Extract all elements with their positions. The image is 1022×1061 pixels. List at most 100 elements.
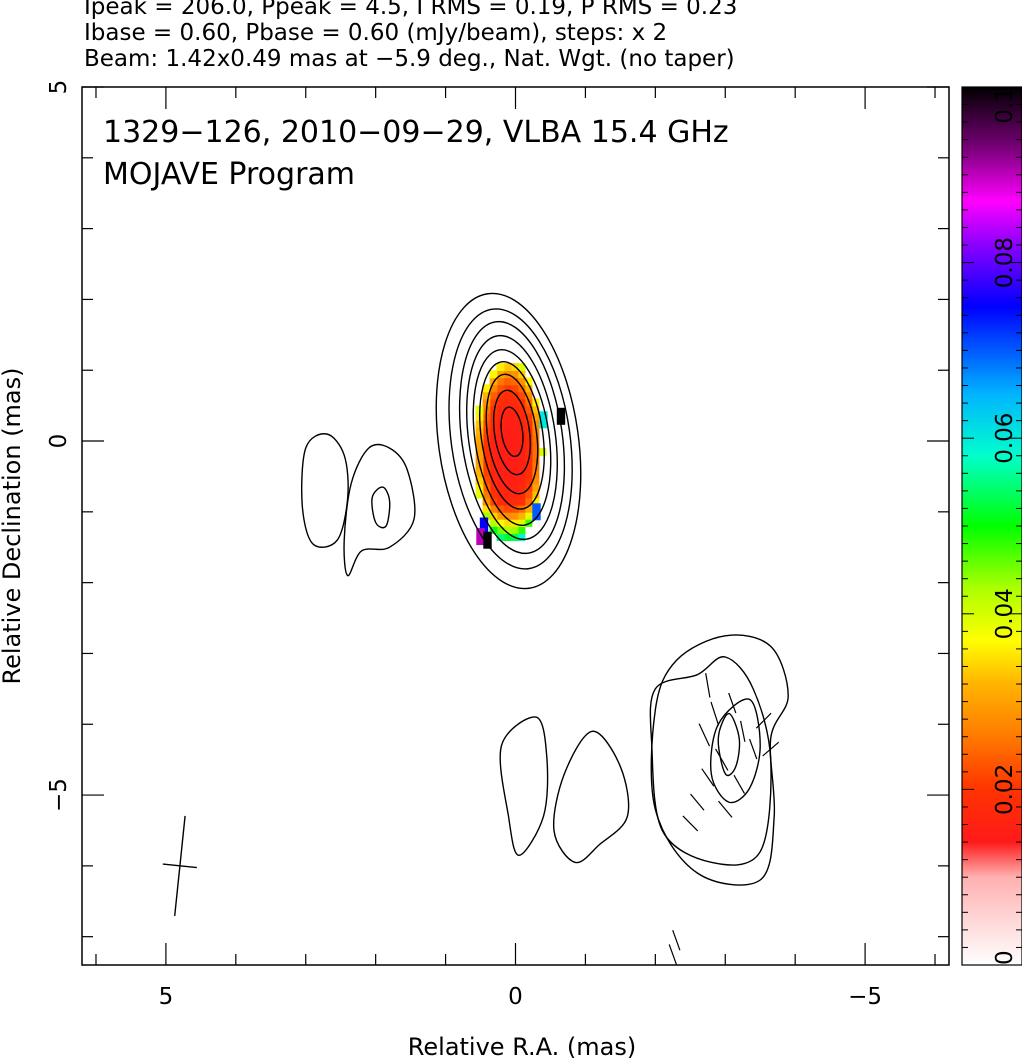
pol-pixel xyxy=(496,370,505,379)
plot-area xyxy=(162,292,789,965)
jet-contour xyxy=(552,730,630,864)
pol-pixel xyxy=(503,455,512,464)
pol-pixel xyxy=(503,434,512,442)
pol-pixel xyxy=(496,391,505,400)
pol-pixel xyxy=(524,412,533,421)
pol-pixel xyxy=(482,441,491,449)
pol-pixel xyxy=(503,391,512,400)
pol-pixel xyxy=(496,483,505,492)
colorbar-ticks: 0 0.02 0.04 0.06 0.08 0.1 xyxy=(962,86,1022,966)
pol-pixel xyxy=(482,462,491,471)
pol-pixel xyxy=(517,426,526,435)
pol-pixel xyxy=(503,426,512,435)
pol-pixel xyxy=(496,462,505,471)
core-contour xyxy=(500,406,524,458)
pol-pixel xyxy=(489,448,498,456)
pol-pixel xyxy=(531,476,540,485)
jet-contour xyxy=(649,656,772,866)
pol-pixel xyxy=(510,384,519,393)
pol-pixel xyxy=(510,434,519,442)
pol-pixel xyxy=(482,434,491,442)
evpa-vector xyxy=(682,815,699,832)
pol-pixel xyxy=(496,469,505,478)
pol-pixel xyxy=(482,511,491,520)
pol-pixel xyxy=(517,518,526,527)
pol-pixel xyxy=(524,518,533,527)
jet-contour xyxy=(710,698,761,804)
pol-pixel xyxy=(503,476,512,485)
pol-pixel xyxy=(489,504,498,513)
pol-pixel xyxy=(496,405,505,414)
pol-pixel xyxy=(510,426,519,435)
jet-contour xyxy=(301,433,349,548)
beam-marker xyxy=(162,815,197,916)
x-tick-label: −5 xyxy=(848,984,882,1010)
pol-pixel xyxy=(496,448,505,456)
pol-pixel xyxy=(496,363,505,371)
pol-pixel xyxy=(489,441,498,449)
pol-pixel xyxy=(517,476,526,485)
pol-pixel xyxy=(517,497,526,506)
pol-pixel xyxy=(503,363,512,371)
pol-pixel xyxy=(517,490,526,499)
pol-pixel xyxy=(510,412,519,421)
pol-pixel xyxy=(510,455,519,464)
pol-pixel xyxy=(496,455,505,464)
evpa-vector xyxy=(705,672,711,698)
pol-pixel xyxy=(510,462,519,471)
evpa-vector xyxy=(749,738,758,760)
core-contour xyxy=(479,360,545,510)
colorbar-tick-label: 0 xyxy=(992,950,1018,965)
pol-pixel xyxy=(510,504,519,513)
pol-pixel xyxy=(510,490,519,499)
pol-pixel xyxy=(510,518,519,527)
evpa-vector xyxy=(668,944,677,965)
pol-pixel xyxy=(482,391,491,400)
pol-pixel xyxy=(489,469,498,478)
evpa-vector xyxy=(672,929,681,951)
plot-title-line-1: 1329−126, 2010−09−29, VLBA 15.4 GHz xyxy=(103,115,729,150)
pol-pixel xyxy=(503,511,512,520)
y-tick-label: −5 xyxy=(46,778,72,812)
pol-pixel xyxy=(517,483,526,492)
pol-pixel xyxy=(475,490,484,499)
pol-pixel xyxy=(503,526,512,534)
core-contour xyxy=(472,349,552,526)
pol-pixel xyxy=(496,533,505,541)
pol-pixel xyxy=(482,384,491,393)
pol-pixel xyxy=(524,476,533,485)
pol-pixel xyxy=(482,490,491,499)
pol-pixel xyxy=(496,526,505,534)
core-contour xyxy=(435,292,582,590)
pol-pixel xyxy=(475,469,484,478)
beam-minor-axis xyxy=(162,863,197,869)
pol-pixel xyxy=(517,441,526,449)
core-contour xyxy=(485,373,539,495)
pol-pixel xyxy=(503,412,512,421)
pol-pixel xyxy=(531,426,540,435)
jet-contour xyxy=(717,712,741,777)
pol-pixel xyxy=(503,384,512,393)
pol-pixel xyxy=(482,448,491,456)
pol-pixel xyxy=(531,434,540,442)
y-axis-label: Relative Declination (mas) xyxy=(0,367,26,684)
pol-pixel xyxy=(475,426,484,435)
pol-pixel xyxy=(510,469,519,478)
pol-pixel xyxy=(482,469,491,478)
pol-pixel xyxy=(517,434,526,442)
pol-pixel xyxy=(503,497,512,506)
pol-pixel xyxy=(510,370,519,379)
y-tick-label: 5 xyxy=(46,80,72,95)
pol-pixel xyxy=(510,483,519,492)
pol-pixel xyxy=(517,462,526,471)
pol-pixel xyxy=(517,455,526,464)
pol-pixel xyxy=(524,497,533,506)
pol-pixel xyxy=(475,441,484,449)
stats-line-peak: Ipeak = 206.0, Ppeak = 4.5, I RMS = 0.19… xyxy=(84,0,738,20)
jet-contour xyxy=(371,486,391,529)
pol-pixel xyxy=(524,434,533,442)
pol-pixel xyxy=(517,384,526,393)
pol-pixel xyxy=(476,528,485,546)
pol-pixel xyxy=(489,391,498,400)
pol-pixel xyxy=(489,384,498,393)
